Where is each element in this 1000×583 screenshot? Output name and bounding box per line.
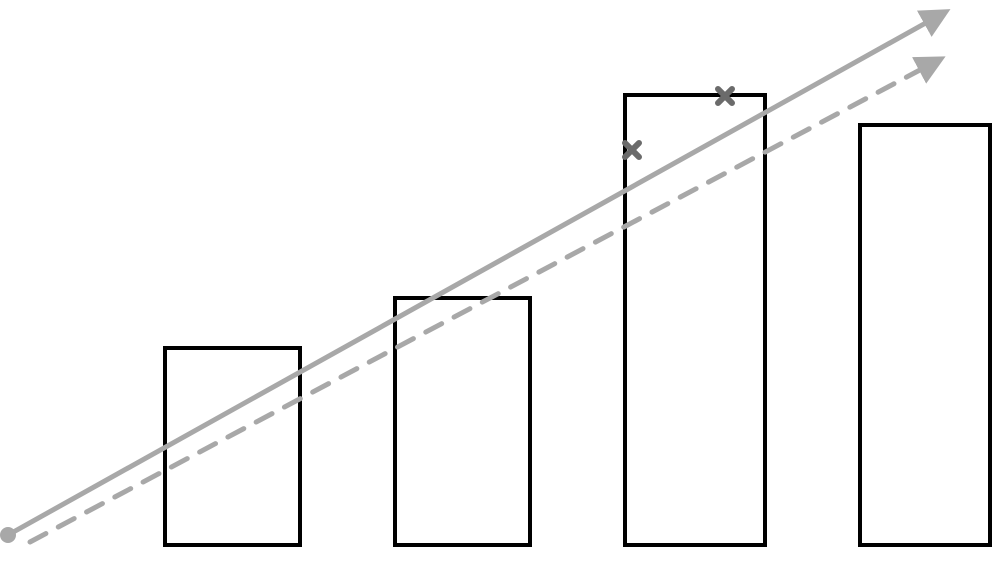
trend-bar-chart: [0, 0, 1000, 583]
bar-1: [165, 348, 300, 545]
bar-4: [860, 125, 990, 545]
bars-group: [165, 95, 990, 545]
bar-2: [395, 298, 530, 545]
trend-start-dot: [0, 527, 16, 543]
